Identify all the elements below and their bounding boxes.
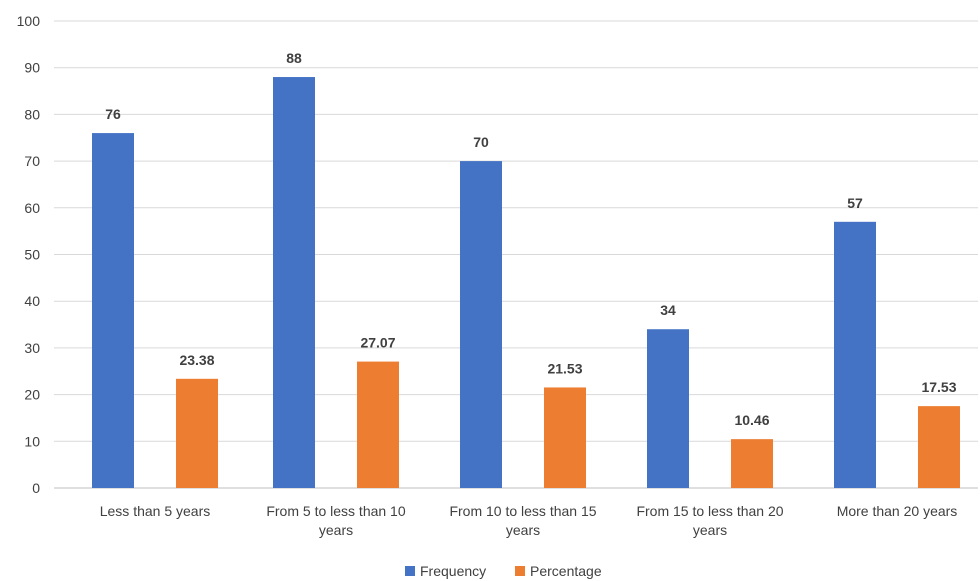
legend-swatch-percentage bbox=[515, 566, 525, 576]
bar-percentage-1 bbox=[357, 361, 399, 488]
x-category-label: Less than 5 years bbox=[100, 503, 211, 519]
x-category-label: years bbox=[319, 522, 353, 538]
data-label-frequency: 88 bbox=[286, 50, 302, 66]
data-label-percentage: 27.07 bbox=[360, 335, 395, 351]
legend: Frequency Percentage bbox=[405, 563, 602, 579]
x-category-label: From 5 to less than 10 bbox=[266, 503, 406, 519]
y-tick-label: 10 bbox=[24, 433, 40, 449]
data-label-percentage: 23.38 bbox=[179, 352, 214, 368]
bar-frequency-2 bbox=[460, 161, 502, 488]
bar-percentage-0 bbox=[176, 378, 218, 488]
data-label-frequency: 57 bbox=[847, 195, 863, 211]
bar-frequency-0 bbox=[92, 133, 134, 488]
legend-label-frequency: Frequency bbox=[420, 563, 486, 579]
data-label-percentage: 17.53 bbox=[921, 379, 956, 395]
bar-frequency-1 bbox=[273, 77, 315, 488]
x-category-label: years bbox=[506, 522, 540, 538]
x-axis-category-labels: Less than 5 years From 5 to less than 10 y… bbox=[100, 503, 958, 538]
y-tick-label: 50 bbox=[24, 247, 40, 263]
y-tick-label: 20 bbox=[24, 387, 40, 403]
y-axis-tick-labels: 0 10 20 30 40 50 60 70 80 90 100 bbox=[17, 13, 41, 496]
data-label-frequency: 70 bbox=[473, 134, 489, 150]
x-category-label: years bbox=[693, 522, 727, 538]
legend-swatch-frequency bbox=[405, 566, 415, 576]
bar-percentage-2 bbox=[544, 387, 586, 488]
y-tick-label: 40 bbox=[24, 293, 40, 309]
y-tick-label: 30 bbox=[24, 340, 40, 356]
y-tick-label: 60 bbox=[24, 200, 40, 216]
bar-percentage-4 bbox=[918, 406, 960, 488]
x-category-label: More than 20 years bbox=[837, 503, 958, 519]
y-tick-label: 90 bbox=[24, 60, 40, 76]
bars bbox=[92, 77, 960, 488]
x-category-label: From 15 to less than 20 bbox=[636, 503, 783, 519]
bar-frequency-4 bbox=[834, 221, 876, 488]
bar-percentage-3 bbox=[731, 439, 773, 488]
data-label-frequency: 34 bbox=[660, 302, 676, 318]
data-label-percentage: 21.53 bbox=[547, 360, 582, 376]
y-tick-label: 70 bbox=[24, 153, 40, 169]
y-tick-label: 100 bbox=[17, 13, 41, 29]
data-label-percentage: 10.46 bbox=[734, 412, 769, 428]
x-category-label: From 10 to less than 15 bbox=[449, 503, 596, 519]
bar-frequency-3 bbox=[647, 329, 689, 488]
y-tick-label: 80 bbox=[24, 106, 40, 122]
y-tick-label: 0 bbox=[32, 480, 40, 496]
data-labels: 76 88 70 34 57 23.38 27.07 21.53 10.46 17.53 bbox=[105, 50, 957, 428]
data-label-frequency: 76 bbox=[105, 106, 121, 122]
legend-label-percentage: Percentage bbox=[530, 563, 602, 579]
